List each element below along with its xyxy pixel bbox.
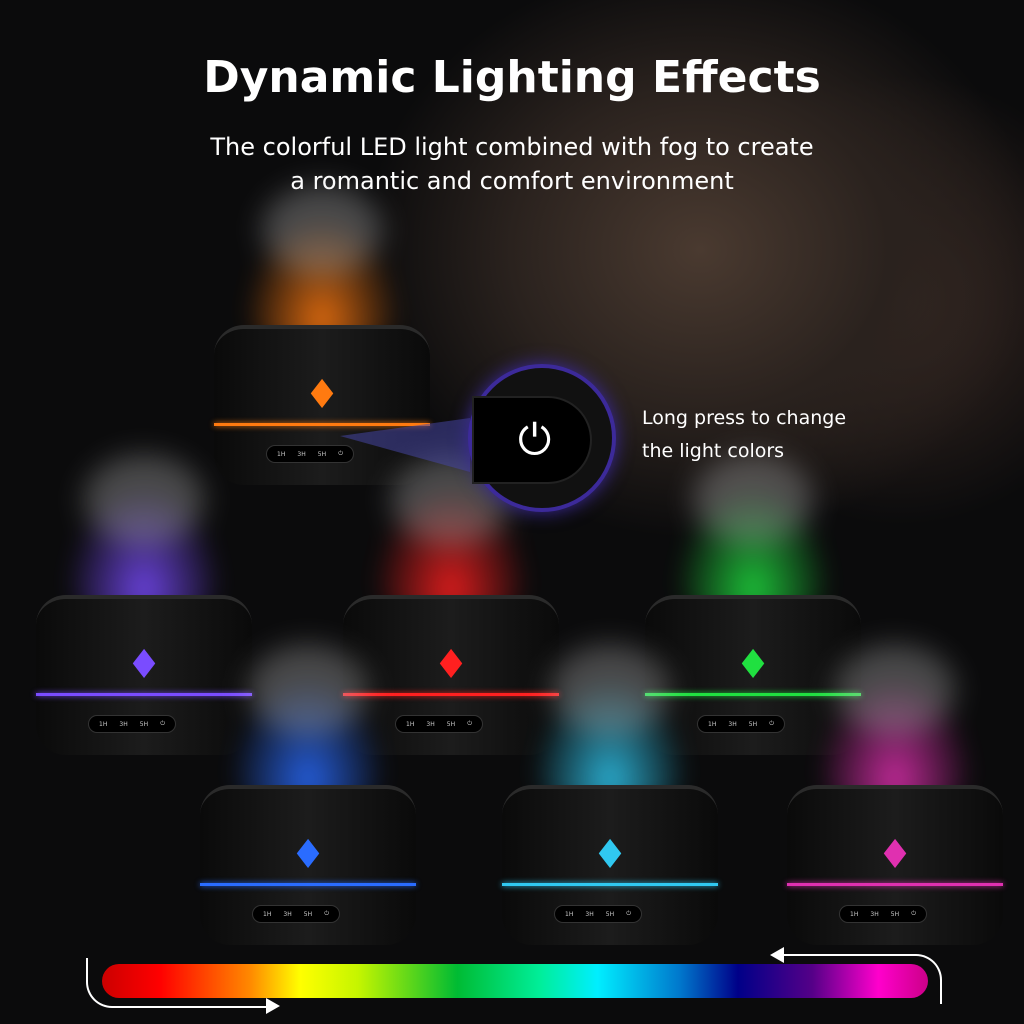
light-ring: [787, 883, 1003, 886]
power-button: [472, 396, 592, 484]
power-icon: ⏻: [626, 910, 631, 917]
timer-1h: 1H: [406, 720, 415, 728]
timer-1h: 1H: [565, 910, 574, 918]
cycle-arrow-top: [780, 954, 942, 1004]
cycle-arrow-bottom: [86, 958, 276, 1008]
timer-5h: 5H: [748, 720, 758, 728]
color-spectrum-bar: [102, 964, 928, 998]
control-panel: 1H 3H 5H ⏻: [839, 905, 927, 923]
fog-flame: [530, 675, 690, 805]
fog-flame: [64, 485, 224, 615]
timer-5h: 5H: [446, 720, 456, 728]
page-title: Dynamic Lighting Effects: [203, 52, 821, 103]
timer-3h: 3H: [585, 910, 594, 918]
flame-icon: ♦: [735, 642, 771, 688]
timer-5h: 5H: [303, 910, 313, 918]
fog-flame: [242, 215, 402, 345]
timer-1h: 1H: [850, 910, 859, 918]
callout-text: Long press to change the light colors: [642, 402, 846, 468]
power-icon: ⏻: [324, 910, 329, 917]
flame-icon: ♦: [126, 642, 162, 688]
light-ring: [343, 693, 559, 696]
flame-icon: ♦: [433, 642, 469, 688]
light-ring: [200, 883, 416, 886]
control-panel: 1H 3H 5H ⏻: [88, 715, 176, 733]
subtitle-line: The colorful LED light combined with fog…: [210, 133, 814, 161]
fog-flame: [673, 485, 833, 615]
control-panel: 1H 3H 5H ⏻: [395, 715, 483, 733]
timer-1h: 1H: [708, 720, 717, 728]
arrow-right-icon: [266, 998, 280, 1014]
diffuser-magenta: ♦ 1H 3H 5H ⏻: [787, 675, 1003, 945]
timer-1h: 1H: [99, 720, 108, 728]
diffuser-cyan: ♦ 1H 3H 5H ⏻: [502, 675, 718, 945]
power-icon: ⏻: [911, 910, 916, 917]
light-ring: [214, 423, 430, 426]
timer-5h: 5H: [139, 720, 149, 728]
timer-3h: 3H: [870, 910, 879, 918]
power-icon: ⏻: [518, 415, 552, 464]
light-ring: [36, 693, 252, 696]
flame-icon: ♦: [592, 832, 628, 878]
control-panel: 1H 3H 5H ⏻: [252, 905, 340, 923]
subtitle-line: a romantic and comfort environment: [290, 167, 734, 195]
timer-5h: 5H: [605, 910, 615, 918]
power-button-closeup: ⏻: [468, 364, 616, 512]
subtitle: The colorful LED light combined with fog…: [0, 130, 1024, 198]
flame-icon: ♦: [290, 832, 326, 878]
flame-icon: ♦: [304, 372, 340, 418]
power-icon: ⏻: [160, 720, 165, 727]
timer-3h: 3H: [119, 720, 128, 728]
callout-line: Long press to change: [642, 407, 847, 429]
power-icon: ⏻: [467, 720, 472, 727]
arrow-left-icon: [770, 947, 784, 963]
timer-3h: 3H: [297, 450, 306, 458]
fog-flame: [228, 675, 388, 805]
light-ring: [645, 693, 861, 696]
diffuser-orange: ♦ 1H 3H 5H ⏻: [214, 215, 430, 485]
light-ring: [502, 883, 718, 886]
fog-flame: [815, 675, 975, 805]
power-icon: ⏻: [769, 720, 774, 727]
timer-3h: 3H: [283, 910, 292, 918]
timer-1h: 1H: [277, 450, 286, 458]
callout-line: the light colors: [642, 440, 785, 462]
flame-icon: ♦: [877, 832, 913, 878]
timer-1h: 1H: [263, 910, 272, 918]
zoom-beam: [340, 418, 470, 472]
timer-5h: 5H: [317, 450, 327, 458]
control-panel: 1H 3H 5H ⏻: [697, 715, 785, 733]
control-panel: 1H 3H 5H ⏻: [554, 905, 642, 923]
diffuser-violet: ♦ 1H 3H 5H ⏻: [36, 485, 252, 755]
diffuser-blue: ♦ 1H 3H 5H ⏻: [200, 675, 416, 945]
fog-flame: [371, 485, 531, 615]
timer-3h: 3H: [426, 720, 435, 728]
timer-5h: 5H: [890, 910, 900, 918]
timer-3h: 3H: [728, 720, 737, 728]
